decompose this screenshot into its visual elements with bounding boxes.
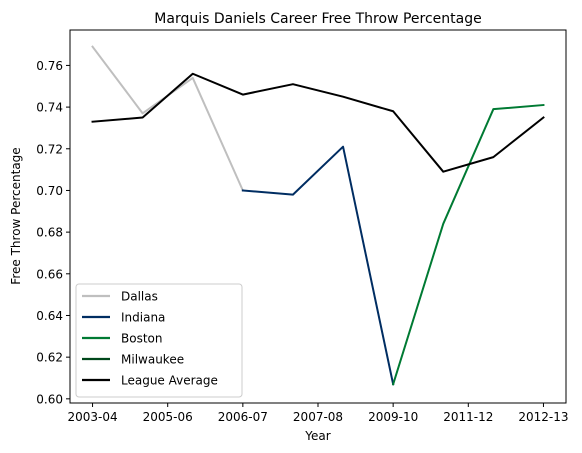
series-line-league-average bbox=[91, 72, 545, 173]
legend-label-league-average: League Average bbox=[121, 374, 218, 388]
y-tick-label: 0.76 bbox=[36, 59, 63, 73]
series-line-dallas bbox=[91, 45, 245, 192]
x-tick-label: 2012-13 bbox=[518, 410, 568, 424]
series-line-indiana bbox=[241, 145, 395, 386]
x-axis-label: Year bbox=[304, 429, 330, 443]
y-tick-label: 0.70 bbox=[36, 184, 63, 198]
x-tick-label: 2011-12 bbox=[443, 410, 493, 424]
x-axis-ticks: 2003-04 2005-06 2006-07 2007-08 2009-10 2011-… bbox=[67, 403, 569, 424]
y-tick-label: 0.74 bbox=[36, 101, 63, 115]
legend-label-indiana: Indiana bbox=[121, 311, 165, 325]
y-tick-label: 0.72 bbox=[36, 142, 63, 156]
legend-box bbox=[75, 283, 243, 398]
legend: Dallas Indiana Boston Milwaukee League Avera… bbox=[75, 283, 243, 398]
legend-label-dallas: Dallas bbox=[121, 290, 158, 304]
y-axis-label: Free Throw Percentage bbox=[9, 147, 23, 284]
legend-label-milwaukee: Milwaukee bbox=[121, 353, 184, 367]
x-tick-label: 2007-08 bbox=[293, 410, 343, 424]
x-tick-label: 2003-04 bbox=[67, 410, 117, 424]
y-tick-label: 0.64 bbox=[36, 309, 63, 323]
y-axis-ticks: 0.60 0.62 0.64 0.66 0.68 0.70 0.72 0.74 0.76 bbox=[36, 59, 70, 406]
y-tick-label: 0.68 bbox=[36, 226, 63, 240]
x-tick-label: 2009-10 bbox=[368, 410, 418, 424]
x-tick-label: 2006-07 bbox=[218, 410, 268, 424]
legend-label-boston: Boston bbox=[121, 332, 162, 346]
y-tick-label: 0.62 bbox=[36, 351, 63, 365]
series-line-boston bbox=[391, 103, 545, 386]
series-layer bbox=[91, 45, 545, 386]
x-tick-label: 2005-06 bbox=[143, 410, 193, 424]
y-tick-label: 0.60 bbox=[36, 392, 63, 406]
y-tick-label: 0.66 bbox=[36, 267, 63, 281]
chart-title: Marquis Daniels Career Free Throw Percen… bbox=[154, 11, 481, 27]
